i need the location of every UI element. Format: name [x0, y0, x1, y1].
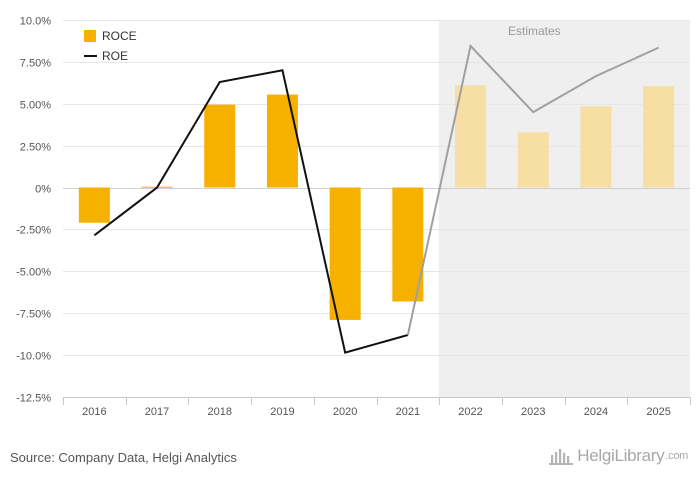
source-note: Source: Company Data, Helgi Analytics [10, 450, 237, 465]
y-tick-label: -5.00% [16, 267, 51, 279]
estimates-label: Estimates [508, 24, 561, 38]
estimates-band [438, 20, 690, 397]
roe-line-estimate [406, 43, 660, 336]
library-building-icon [549, 449, 574, 465]
x-tick-label: 2025 [646, 406, 670, 418]
y-tick-label: 0% [35, 184, 51, 196]
x-tick-label: 2018 [208, 406, 232, 418]
logo-text-suffix: .com [665, 450, 688, 462]
y-tick-label: -12.5% [16, 393, 51, 405]
y-tick-label: 5.00% [20, 100, 51, 112]
x-tick-label: 2017 [145, 406, 169, 418]
roce-bar [329, 187, 361, 320]
x-tick-label: 2019 [270, 406, 294, 418]
roce-bar [392, 187, 424, 302]
roce-bar [455, 85, 487, 188]
x-tick-label: 2016 [82, 406, 106, 418]
roce-bar [643, 86, 675, 188]
legend-roce-swatch [84, 30, 96, 42]
roce-roe-chart: Estimates -12.5% -10.0% -7.50% -5.00% -2.50%… [16, 16, 691, 418]
y-tick-label: 10.0% [20, 16, 51, 28]
roce-bar [78, 187, 110, 223]
roe-line [93, 43, 660, 354]
axes: -12.5% -10.0% -7.50% -5.00% -2.50% 0% 2.50% 5.0… [16, 16, 691, 418]
logo-text-library: Library [614, 446, 665, 465]
legend: ROCE ROE [84, 29, 137, 63]
legend-roe-label: ROE [102, 49, 128, 63]
roce-bar [580, 106, 612, 188]
roe-line-actual [93, 69, 409, 354]
helgi-library-logo[interactable]: Helgi Library .com [548, 446, 688, 466]
gridlines [63, 20, 690, 398]
estimates-band-layer: Estimates [438, 20, 690, 397]
logo-text-helgi: Helgi [577, 446, 615, 465]
y-tick-label: 7.50% [20, 58, 51, 70]
y-tick-label: -2.50% [16, 225, 51, 237]
x-tick-label: 2022 [458, 406, 482, 418]
x-tick-label: 2023 [521, 406, 545, 418]
x-tick-label: 2021 [396, 406, 420, 418]
x-tick-label: 2024 [584, 406, 608, 418]
roce-bar [266, 94, 298, 188]
y-tick-label: -7.50% [16, 309, 51, 321]
y-tick-label: 2.50% [20, 142, 51, 154]
roce-bar [204, 104, 236, 188]
roce-bar [517, 132, 549, 188]
legend-roce-label: ROCE [102, 29, 137, 43]
roce-bars [78, 85, 675, 320]
x-tick-label: 2020 [333, 406, 357, 418]
y-tick-label: -10.0% [16, 351, 51, 363]
